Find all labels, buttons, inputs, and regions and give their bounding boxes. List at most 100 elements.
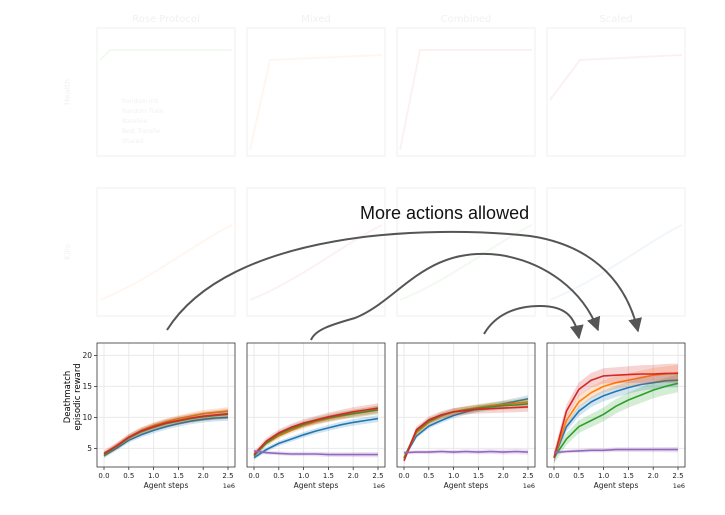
x-axis-exponent: 1e6 (523, 482, 535, 490)
x-tick-label: 1.5 (173, 472, 184, 480)
chart-panel-2: 0.0 0.5 1.0 1.5 2.0 2.5 Agent steps 1e6 (246, 342, 386, 490)
x-tick-label: 2.5 (672, 472, 683, 480)
chart-panel-1: Deathmatch episodic reward 0.0 0.5 1.0 1.5 2… (63, 342, 236, 490)
faded-row-label-1: Health (63, 79, 72, 105)
series-line-blue (103, 416, 229, 457)
faded-legend-5: Shared (122, 138, 143, 145)
series-line-red (253, 407, 379, 456)
chart-panel-3: 0.0 0.5 1.0 1.5 2.0 2.5 Agent steps 1e6 (396, 342, 536, 490)
y-tick-label: 20 (82, 351, 92, 360)
x-tick-label: 2.0 (348, 472, 359, 480)
faded-legend-1: Random Init (122, 98, 159, 105)
faded-title-4: Scaled (599, 14, 632, 25)
series-band-red (254, 403, 378, 458)
panel-frame (246, 342, 386, 468)
faded-panel-r1c2 (246, 27, 386, 157)
x-tick-label: 2.0 (498, 472, 509, 480)
faded-legend-3: Baseline (122, 118, 148, 125)
panel-frame (396, 342, 536, 468)
panel-frame (96, 342, 236, 468)
arrows (166, 230, 642, 341)
faded-curve-8 (549, 224, 683, 301)
faded-panel-r1c1 (96, 27, 236, 157)
y-tick-label: 15 (82, 382, 92, 391)
series-band-red (104, 408, 228, 457)
x-axis-exponent: 1e6 (223, 482, 235, 490)
faded-panel-r2c2 (246, 187, 386, 317)
faded-legend-2: Random Train (122, 108, 163, 115)
faded-curve-7 (399, 224, 533, 301)
series-line-purple (253, 450, 378, 456)
x-axis-label: Agent steps (294, 481, 339, 490)
y-axis-label: Deathmatch episodic reward (63, 363, 83, 430)
arrow-3 (483, 304, 584, 340)
series-line-purple (553, 448, 678, 454)
x-tick-label: 0.5 (273, 472, 284, 480)
x-tick-label: 0.0 (548, 472, 559, 480)
x-tick-label: 0.0 (398, 472, 409, 480)
faded-curve-1 (99, 49, 232, 61)
faded-curve-2 (249, 54, 383, 151)
series-band-orange (254, 405, 378, 458)
faded-title-3: Combined (441, 14, 492, 25)
faded-legend-4: Best Transfer (122, 128, 162, 135)
series-line-green (553, 382, 679, 459)
faded-curve-4 (549, 54, 683, 101)
faded-row-label-2: Kills (63, 244, 72, 260)
x-axis-label: Agent steps (144, 481, 189, 490)
series-line-red (103, 412, 229, 455)
x-tick-label: 0.5 (423, 472, 434, 480)
faded-panel-r1c3 (396, 27, 536, 157)
x-tick-label: 1.0 (448, 472, 459, 480)
series-line-red (553, 372, 678, 458)
series-band-blue (254, 415, 378, 460)
series-line-blue (403, 398, 529, 459)
x-tick-label: 1.5 (623, 472, 634, 480)
faded-panel-r2c1 (96, 187, 236, 317)
y-tick-label: 5 (87, 444, 92, 453)
chart-panel-4: 0.0 0.5 1.0 1.5 2.0 2.5 Agent steps 1e6 (546, 342, 686, 490)
faded-title-2: Mixed (301, 14, 331, 25)
series-line-orange (553, 372, 679, 458)
x-tick-label: 2.5 (522, 472, 533, 480)
faded-panel-r1c4 (546, 27, 686, 157)
series-band-green (554, 374, 678, 464)
x-tick-label: 1.0 (598, 472, 609, 480)
faded-panel-r2c4 (546, 187, 686, 317)
x-tick-label: 2.0 (198, 472, 209, 480)
x-tick-label: 2.0 (648, 472, 659, 480)
series-band-purple (554, 446, 678, 455)
y-axis-label-line-2: episodic reward (73, 363, 83, 430)
arrow-2 (310, 252, 601, 341)
faded-title-1: Rose Protocol (132, 14, 199, 25)
faded-curve-3 (399, 49, 532, 151)
x-tick-label: 1.0 (148, 472, 159, 480)
x-tick-label: 1.0 (298, 472, 309, 480)
x-tick-label: 0.5 (123, 472, 134, 480)
annotation-more-actions: More actions allowed (360, 203, 530, 223)
series-band-red (554, 363, 678, 464)
y-axis-label-line-1: Deathmatch (63, 371, 73, 424)
y-tick-label: 10 (82, 413, 92, 422)
series-line-blue (253, 417, 379, 459)
x-tick-label: 0.0 (98, 472, 109, 480)
x-tick-label: 1.5 (323, 472, 334, 480)
faded-curve-6 (249, 224, 383, 301)
x-tick-label: 2.5 (372, 472, 383, 480)
series-line-blue (553, 379, 679, 458)
panel-frame (546, 342, 686, 468)
series-line-purple (403, 450, 529, 454)
faded-background-rows: Rose Protocol Mixed Combined Scaled Heal… (63, 14, 686, 317)
x-tick-label: 2.5 (222, 472, 233, 480)
faded-curve-5 (99, 224, 233, 301)
arrow-1 (166, 230, 642, 333)
x-axis-label: Agent steps (444, 481, 489, 490)
x-axis-exponent: 1e6 (373, 482, 385, 490)
x-axis-label: Agent steps (594, 481, 639, 490)
x-tick-label: 0.0 (248, 472, 259, 480)
faded-panel-r2c3 (396, 187, 536, 317)
series-line-red (403, 406, 529, 462)
x-axis-exponent: 1e6 (673, 482, 685, 490)
x-tick-label: 1.5 (473, 472, 484, 480)
